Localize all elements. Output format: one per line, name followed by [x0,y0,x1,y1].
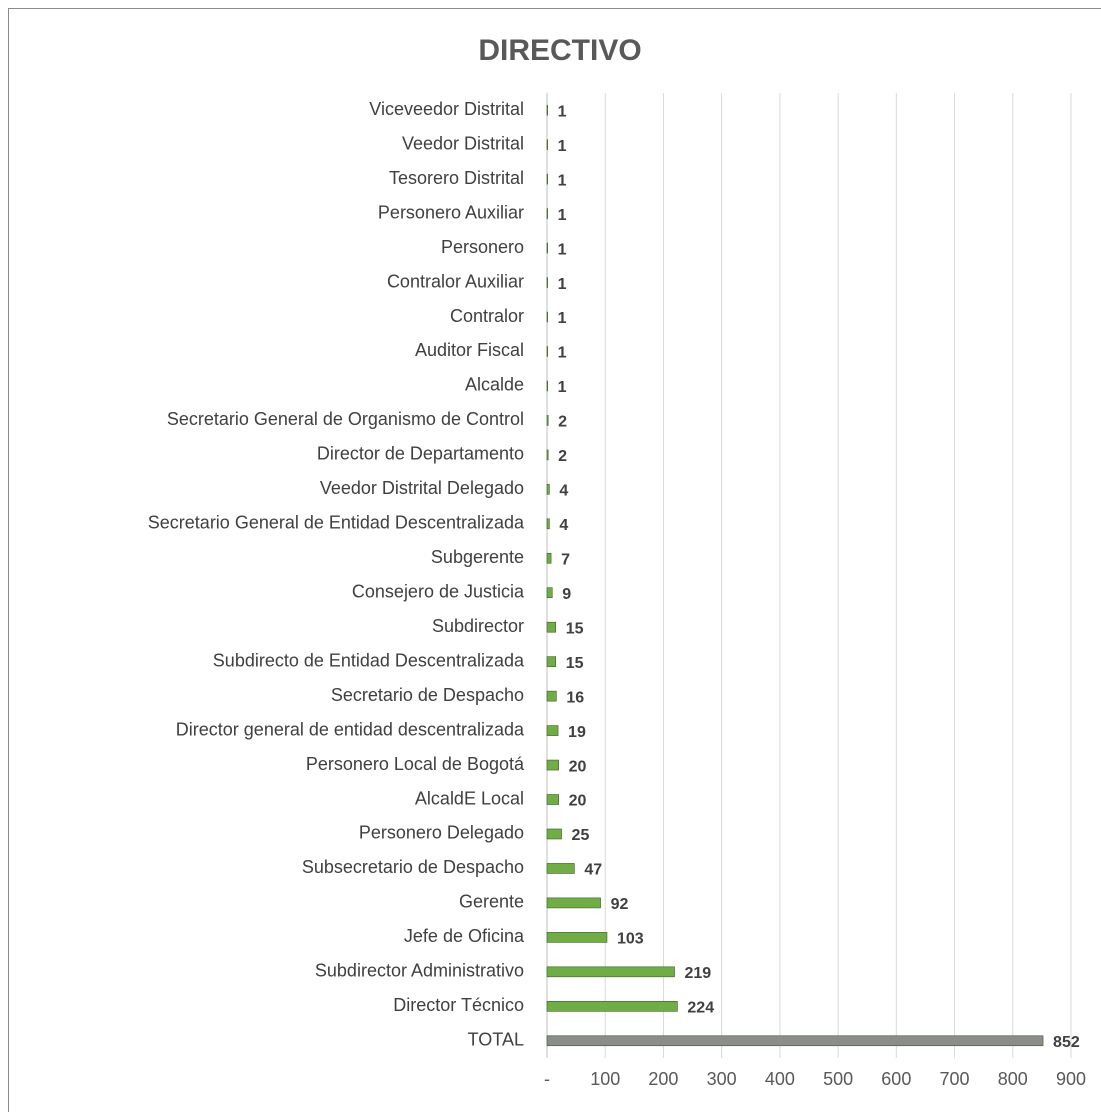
bar [546,621,557,633]
x-tick-label: 700 [940,1069,970,1089]
value-label: 92 [611,896,629,913]
x-tick-label: 200 [648,1069,678,1089]
y-tick-label: Subgerente [431,547,524,567]
x-tick-label: 400 [765,1069,795,1089]
y-tick-label: Secretario General de Organismo de Contr… [167,409,524,429]
y-tick-label: Auditor Fiscal [415,340,524,360]
y-tick-label: Contralor [450,306,524,326]
y-tick-label: AlcaldE Local [415,788,524,808]
bar [546,1001,678,1012]
bar [546,794,559,805]
bar [546,380,548,392]
y-tick-label: Consejero de Justicia [352,581,525,601]
y-tick-label: Personero Delegado [359,823,524,843]
value-label: 1 [558,345,567,362]
y-tick-label: Director Técnico [393,995,524,1015]
value-label: 20 [569,793,587,810]
x-tick-label: 900 [1056,1069,1086,1089]
value-label: 47 [584,862,602,879]
value-label: 2 [558,448,567,465]
bar [546,277,548,288]
bar [546,208,548,219]
bar [546,587,553,599]
value-label: 852 [1053,1034,1080,1051]
value-label: 7 [561,551,570,568]
x-tick-label: - [544,1069,550,1089]
bar [546,104,548,116]
value-label: 1 [558,241,567,258]
bar [546,449,549,461]
value-label: 1 [558,276,567,293]
y-tick-label: TOTAL [468,1030,524,1050]
value-label: 1 [558,172,567,189]
value-label: 219 [685,965,712,982]
y-tick-label: Director general de entidad descentraliz… [176,719,525,739]
y-tick-label: Secretario General de Entidad Descentral… [148,513,525,533]
y-tick-label: Personero Local de Bogotá [306,754,525,774]
value-label: 224 [687,1000,714,1017]
value-label: 4 [559,517,568,534]
bar [546,139,548,150]
value-label: 15 [566,620,584,637]
y-tick-label: Contralor Auxiliar [387,271,524,291]
y-tick-label: Veedor Distrital [402,133,524,153]
value-label: 4 [559,483,568,500]
x-tick-label: 500 [823,1069,853,1089]
y-tick-label: Tesorero Distrital [389,168,524,188]
y-tick-label: Director de Departamento [317,444,524,464]
y-tick-label: Secretario de Despacho [331,685,524,705]
value-label: 25 [572,827,590,844]
bar [546,552,552,564]
bar [546,1035,1044,1047]
y-tick-label: Personero Auxiliar [378,202,524,222]
y-tick-label: Subdirecto de Entidad Descentralizada [213,650,525,670]
value-label: 9 [562,586,571,603]
chart-frame [8,8,1101,1112]
y-tick-label: Jefe de Oficina [404,926,525,946]
y-tick-label: Gerente [459,892,524,912]
value-label: 15 [566,655,584,672]
value-label: 1 [558,310,567,327]
value-label: 2 [558,414,567,431]
bar [546,173,548,185]
bar [546,897,601,909]
x-tick-label: 300 [707,1069,737,1089]
value-label: 19 [568,724,586,741]
bar [546,518,550,530]
y-tick-label: Viceveedor Distrital [369,99,524,119]
bar [546,346,548,357]
bar [546,656,557,667]
x-tick-label: 600 [881,1069,911,1089]
bar [546,242,548,254]
value-label: 1 [558,207,567,224]
bar [546,759,559,771]
y-tick-label: Alcalde [465,375,524,395]
chart-title: DIRECTIVO [478,34,641,67]
bar [546,415,549,426]
y-tick-label: Subdirector Administrativo [315,961,524,981]
bar [546,863,575,874]
y-tick-label: Veedor Distrital Delegado [320,478,524,498]
x-tick-label: 800 [998,1069,1028,1089]
value-label: 1 [558,138,567,155]
value-label: 1 [558,103,567,120]
bar [546,690,557,702]
bar [546,484,550,495]
bar [546,311,548,323]
value-label: 1 [558,379,567,396]
bar [546,725,559,736]
y-tick-label: Personero [441,237,524,257]
value-label: 20 [569,758,587,775]
y-tick-label: Subdirector [432,616,524,636]
bar [546,932,608,943]
value-label: 16 [566,689,584,706]
value-label: 103 [617,931,644,948]
bar [546,966,675,978]
bar [546,828,562,840]
y-tick-label: Subsecretario de Despacho [302,857,524,877]
x-tick-label: 100 [590,1069,620,1089]
